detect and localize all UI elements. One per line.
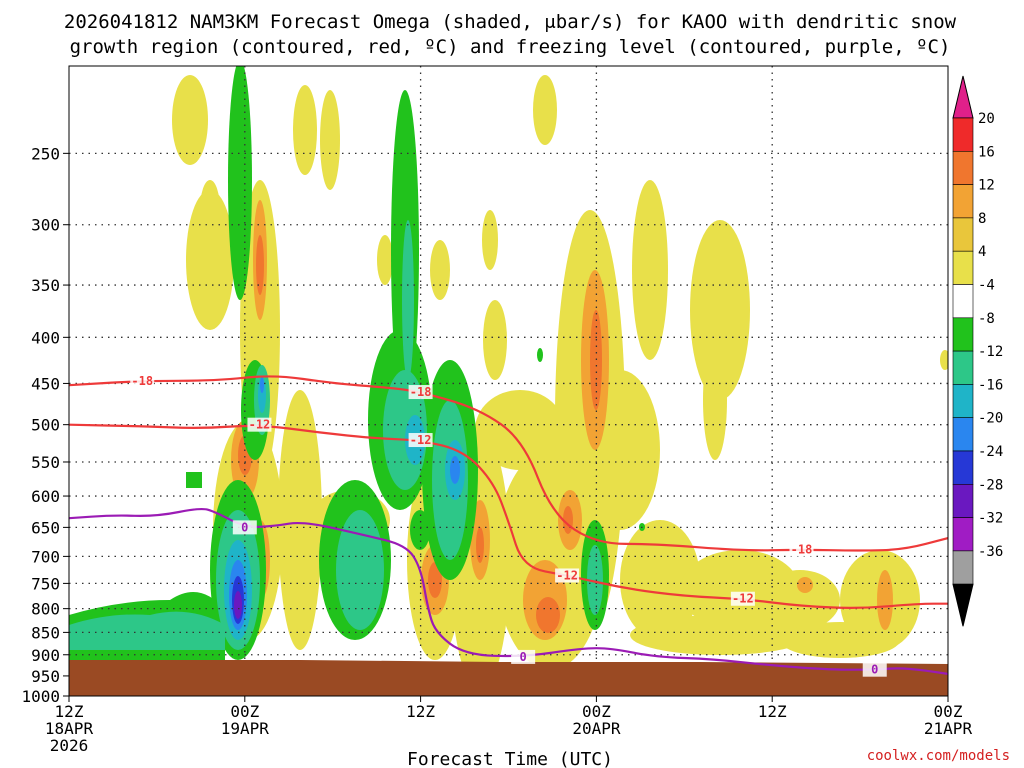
colorbar-bottom-arrow (952, 583, 974, 627)
contour-label-2-1: 0 (520, 650, 527, 664)
colorbar-label-13: -36 (978, 544, 1003, 560)
contour-label-1-1: -12 (410, 433, 432, 447)
contour-label-2-0: 0 (241, 520, 248, 534)
y-tick-label-350: 350 (31, 276, 60, 295)
x-tick-label-0-2: 2026 (50, 736, 89, 755)
contour-label-bg-1-1 (408, 433, 433, 448)
colorbar-top-arrow (952, 75, 974, 119)
colorbar-segment-13 (952, 550, 974, 585)
y-tick-label-650: 650 (31, 518, 60, 537)
contour-label-bg-0-0 (130, 373, 155, 388)
contour-label-2-2: 0 (871, 663, 878, 677)
contour-lines (69, 375, 948, 675)
credit-text: coolwx.com/models (867, 748, 1010, 764)
contour-label-0-1: -18 (410, 385, 432, 399)
colorbar-segment-12 (952, 517, 974, 552)
contour-label-0-0: -18 (131, 374, 153, 388)
y-axis: 250 300 350 400 450 500 550 600 650 700 750 800 850 9… (21, 144, 69, 706)
x-tick-label-4-0: 12Z (758, 702, 787, 721)
colorbar-label-9: -20 (978, 411, 1003, 427)
colorbar-segment-9 (952, 417, 974, 452)
x-axis-title: Forecast Time (UTC) (407, 749, 613, 768)
colorbar-label-5: -4 (978, 278, 995, 294)
x-tick-label-3-1: 20APR (572, 719, 621, 738)
omega-shading (69, 66, 948, 696)
colorbar-segment-5 (952, 284, 974, 319)
chart-title-line1: 2026041812 NAM3KM Forecast Omega (shaded… (64, 11, 957, 33)
y-tick-label-1000: 1000 (21, 687, 60, 706)
y-tick-label-750: 750 (31, 574, 60, 593)
contour-label-bg-1-0 (247, 417, 272, 432)
colorbar-label-2: 12 (978, 178, 995, 194)
plot-border (68, 65, 949, 697)
y-tick-label-700: 700 (31, 547, 60, 566)
colorbar-segment-4 (952, 250, 974, 285)
x-tick-label-1-0: 00Z (230, 702, 259, 721)
grid-lines (69, 66, 948, 696)
colorbar-segment-11 (952, 483, 974, 518)
y-tick-label-900: 900 (31, 646, 60, 665)
contour-labels: -18 -18 -18 -12 -12 -12 -12 0 0 0 (130, 373, 887, 677)
colorbar-label-12: -32 (978, 511, 1003, 527)
colorbar-segment-10 (952, 450, 974, 485)
colorbar-segment-2 (952, 184, 974, 219)
contour-label-0-2: -18 (791, 543, 813, 557)
x-tick-label-2-0: 12Z (406, 702, 435, 721)
contour-label-bg-0-1 (408, 385, 433, 400)
colorbar-segment-7 (952, 350, 974, 385)
colorbar-label-0: 20 (978, 111, 995, 127)
y-tick-label-300: 300 (31, 216, 60, 235)
colorbar-label-11: -28 (978, 477, 1003, 493)
x-tick-label-0-1: 18APR (45, 719, 94, 738)
y-tick-label-950: 950 (31, 667, 60, 686)
y-tick-label-550: 550 (31, 453, 60, 472)
y-tick-label-450: 450 (31, 374, 60, 393)
colorbar-label-7: -12 (978, 344, 1003, 360)
colorbar-segment-6 (952, 317, 974, 352)
colorbar-label-6: -8 (978, 311, 995, 327)
colorbar: 20 16 12 8 4 -4 -8 -12 -16 -20 -24 -28 -32 -36 (952, 75, 1003, 627)
y-tick-label-800: 800 (31, 600, 60, 619)
y-tick-label-600: 600 (31, 487, 60, 506)
contour-label-bg-1-3 (730, 591, 755, 606)
contour-label-1-2: -12 (556, 568, 578, 582)
colorbar-label-10: -24 (978, 444, 1003, 460)
chart-title-line2: growth region (contoured, red, ºC) and f… (70, 36, 951, 58)
y-tick-label-400: 400 (31, 328, 60, 347)
contour-label-bg-2-2 (862, 662, 887, 677)
x-tick-label-3-0: 00Z (582, 702, 611, 721)
colorbar-segment-0 (952, 117, 974, 152)
colorbar-label-3: 8 (978, 211, 986, 227)
x-tick-label-0-0: 12Z (55, 702, 84, 721)
omega-field-purple (234, 591, 242, 619)
colorbar-label-8: -16 (978, 377, 1003, 393)
colorbar-label-1: 16 (978, 144, 995, 160)
contour-line-1 (69, 423, 948, 609)
y-tick-label-850: 850 (31, 623, 60, 642)
contour-label-bg-2-1 (511, 649, 536, 664)
colorbar-segment-8 (952, 384, 974, 418)
omega-field-teal (69, 220, 603, 650)
contour-line-0 (69, 375, 948, 552)
colorbar-segment-1 (952, 151, 974, 185)
colorbar-segment-3 (952, 217, 974, 252)
contour-label-1-0: -12 (249, 418, 271, 432)
contour-label-bg-2-0 (232, 520, 257, 535)
ground-surface (69, 660, 948, 696)
x-tick-label-5-1: 21APR (924, 719, 973, 738)
y-tick-label-500: 500 (31, 416, 60, 435)
x-tick-label-1-1: 19APR (221, 719, 270, 738)
y-tick-label-250: 250 (31, 144, 60, 163)
contour-label-bg-0-2 (789, 542, 814, 557)
contour-label-1-3: -12 (732, 592, 754, 606)
colorbar-label-4: 4 (978, 244, 986, 260)
x-tick-label-5-0: 00Z (934, 702, 963, 721)
contour-label-bg-1-2 (555, 568, 580, 583)
contour-line-2 (69, 507, 948, 675)
